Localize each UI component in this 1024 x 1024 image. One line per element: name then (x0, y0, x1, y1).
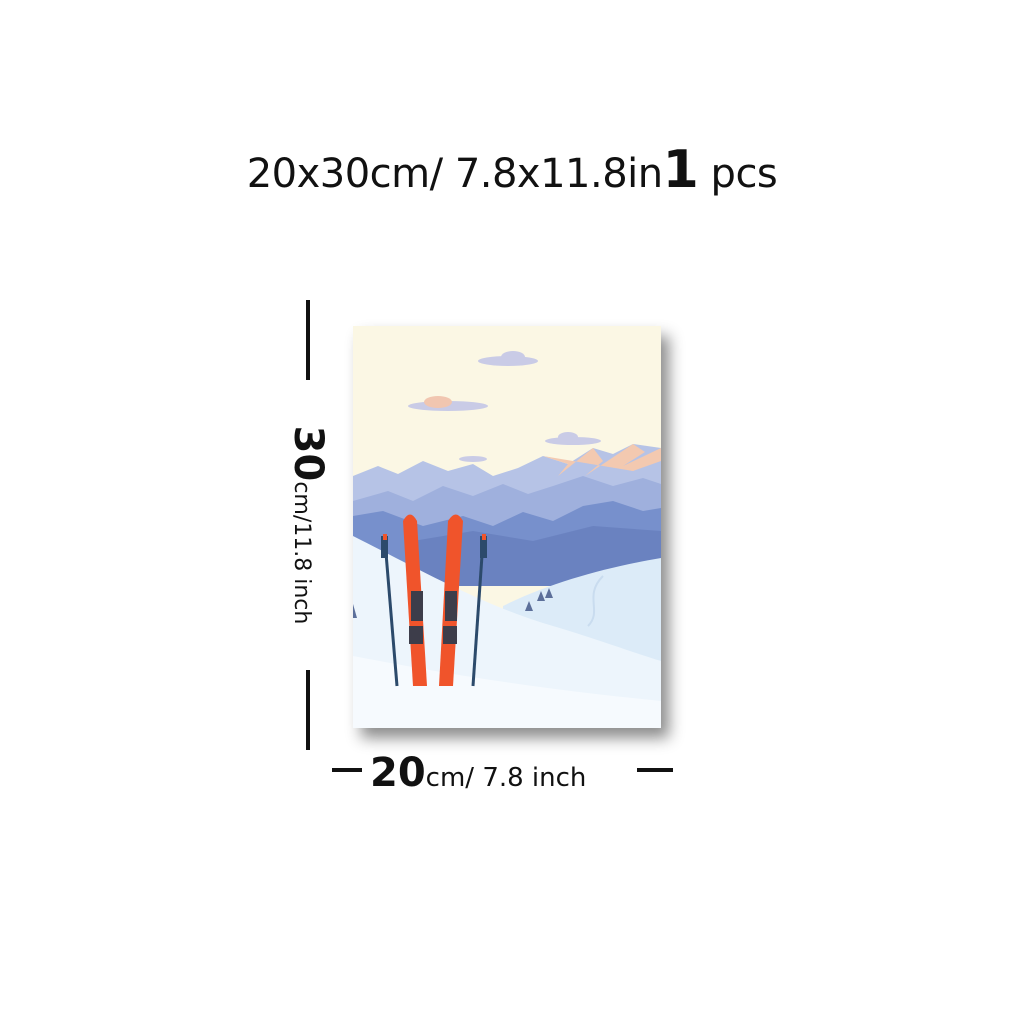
height-unit: cm/11.8 inch (289, 481, 314, 625)
height-number: 30 (285, 425, 331, 482)
width-dimension-line-left (332, 768, 362, 772)
ski-trail (587, 575, 604, 627)
width-unit: cm/ 7.8 inch (425, 763, 587, 793)
width-dimension-label: 20cm/ 7.8 inch (370, 750, 586, 796)
ski-mountain-illustration (353, 326, 661, 728)
height-dimension-line-bottom (306, 670, 310, 750)
height-dimension-line-top (306, 300, 310, 380)
quantity-number: 1 (662, 140, 699, 200)
ski-poles (381, 534, 487, 687)
snow-foreground (353, 656, 661, 728)
width-number: 20 (370, 750, 426, 796)
height-dimension-label: 30cm/11.8 inch (285, 426, 331, 625)
width-dimension-line-right (637, 768, 673, 772)
skis (403, 514, 463, 686)
clouds (408, 351, 601, 462)
product-size-title: 20x30cm/ 7.8x11.8in1 pcs (0, 140, 1024, 200)
sunlit-peaks (543, 444, 661, 476)
trees (353, 588, 553, 618)
quantity-unit: pcs (710, 151, 778, 197)
valley-shadow (413, 526, 661, 586)
poster-image (353, 326, 661, 728)
size-text: 20x30cm/ 7.8x11.8in (246, 151, 663, 197)
